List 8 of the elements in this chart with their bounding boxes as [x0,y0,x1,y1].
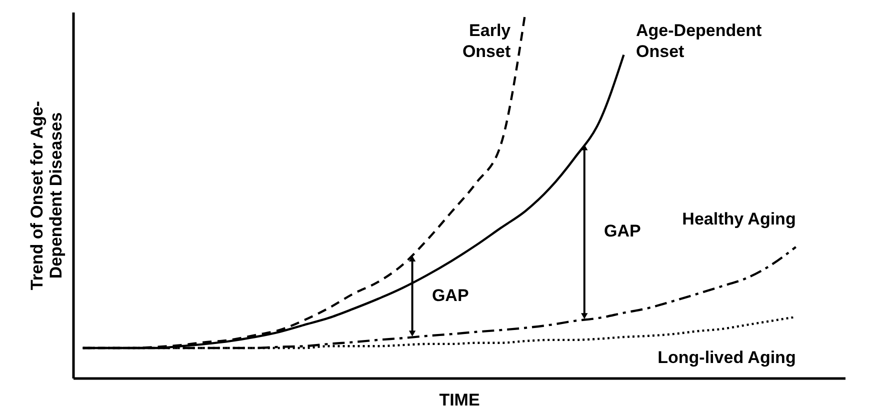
y-axis-title: Trend of Onset for Age-Dependent Diseases [28,100,66,290]
series-label: Long-lived Aging [658,348,796,367]
annotation: GAP [432,286,469,306]
series-label: Healthy Aging [682,210,796,229]
x-axis-title: TIME [439,390,480,410]
series-label: Age-Dependent Onset [636,20,762,61]
series-label: Early Onset [462,20,512,61]
annotation: GAP [604,222,641,241]
